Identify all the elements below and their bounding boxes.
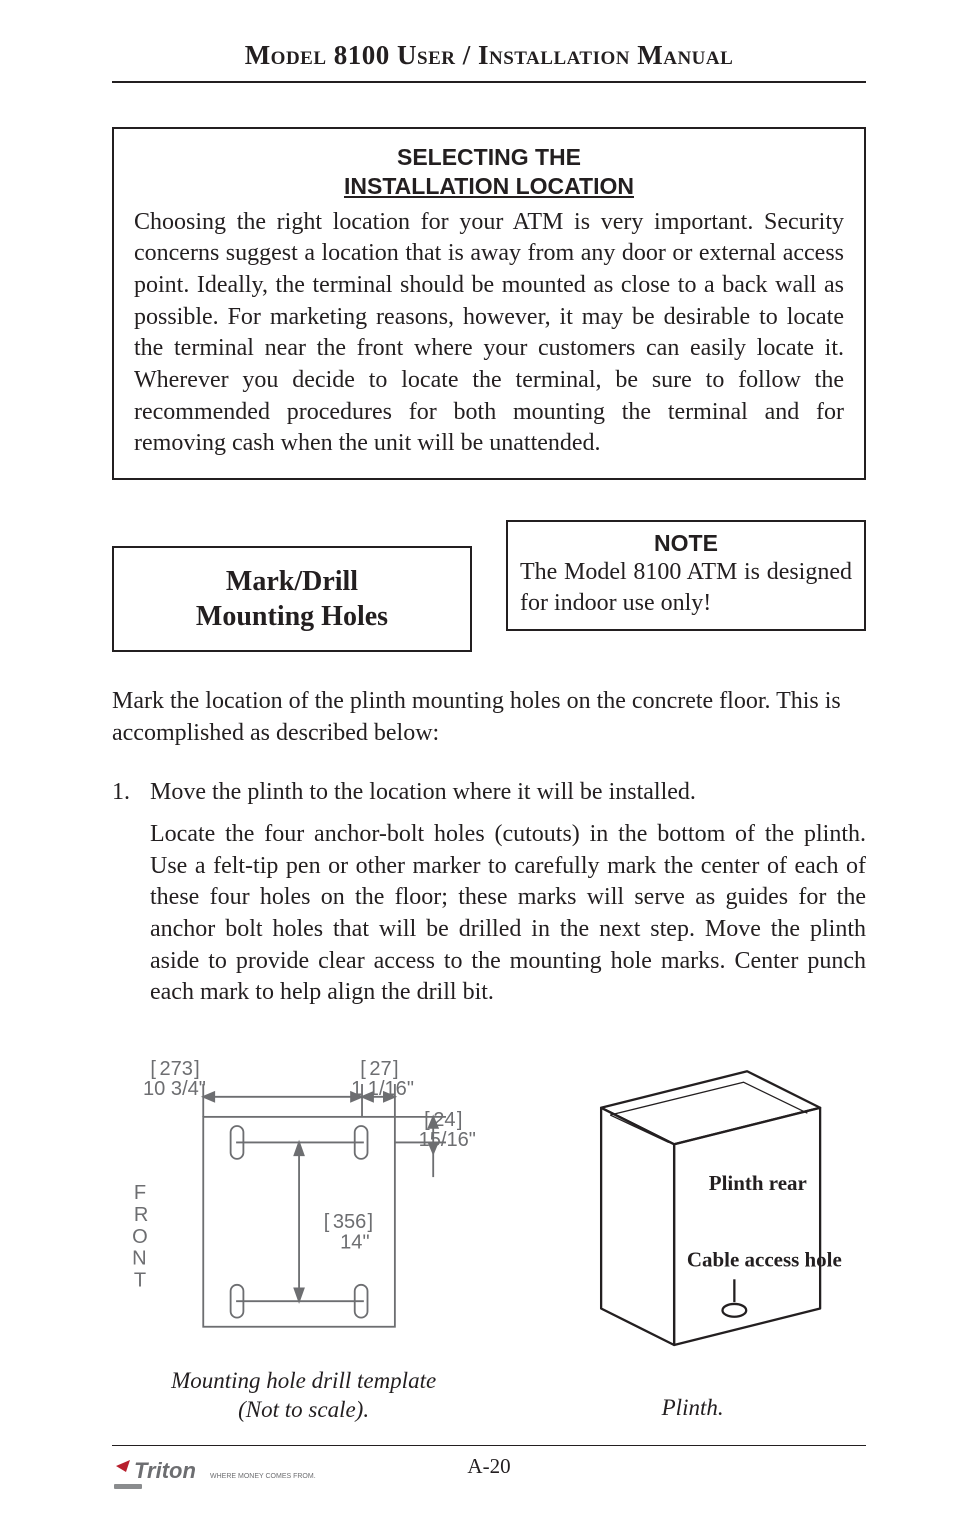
intro-paragraph: Mark the location of the plinth mounting… [112, 686, 866, 749]
list-number: 1. [112, 777, 150, 809]
svg-text:]: ] [368, 1211, 374, 1233]
plinth-svg: Plinth rear Cable access hole [519, 1053, 866, 1382]
svg-text:14": 14" [340, 1231, 369, 1253]
running-head: Model 8100 User / Installation Manual [112, 40, 866, 83]
svg-text:356: 356 [333, 1211, 366, 1233]
svg-text:273: 273 [159, 1058, 192, 1080]
template-caption: Mounting hole drill template (Not to sca… [112, 1367, 495, 1425]
svg-text:[: [ [150, 1058, 156, 1080]
step-box-line2: Mounting Holes [196, 601, 388, 632]
two-column-boxes: Mark/Drill Mounting Holes NOTE The Model… [112, 520, 866, 652]
selection-title-line1: SELECTING THE [397, 144, 581, 170]
selection-title-line2: INSTALLATION LOCATION [344, 173, 634, 199]
svg-text:Triton: Triton [134, 1458, 196, 1483]
svg-text:[: [ [324, 1211, 330, 1233]
svg-text:]: ] [393, 1058, 399, 1080]
note-title: NOTE [520, 530, 852, 557]
numbered-list: 1. Move the plinth to the location where… [112, 777, 866, 1009]
footer: A-20 Triton WHERE MONEY COMES FROM. [112, 1445, 866, 1493]
figure-plinth: Plinth rear Cable access hole Plinth. [519, 1053, 866, 1425]
svg-text:]: ] [457, 1109, 463, 1131]
svg-text:T: T [134, 1270, 146, 1292]
svg-text:[: [ [424, 1109, 430, 1131]
plinth-caption: Plinth. [519, 1394, 866, 1423]
selection-box: SELECTING THE INSTALLATION LOCATION Choo… [112, 127, 866, 480]
selection-box-body: Choosing the right location for your ATM… [134, 207, 844, 460]
selection-box-title: SELECTING THE INSTALLATION LOCATION [134, 143, 844, 201]
svg-text:WHERE MONEY COMES FROM.: WHERE MONEY COMES FROM. [210, 1473, 316, 1480]
figure-template: [ 273 ] 10 3/4" [ 27 ] 1 1/16" [ 24 ] 15… [112, 1053, 495, 1425]
svg-text:Plinth rear: Plinth rear [709, 1171, 807, 1195]
svg-text:15/16": 15/16" [419, 1129, 476, 1151]
svg-text:1 1/16": 1 1/16" [351, 1078, 414, 1100]
svg-text:O: O [132, 1226, 148, 1248]
svg-text:N: N [132, 1248, 147, 1270]
svg-text:R: R [134, 1204, 149, 1226]
svg-text:24: 24 [433, 1109, 455, 1131]
template-caption-l2: (Not to scale). [238, 1397, 369, 1422]
template-caption-l1: Mounting hole drill template [171, 1368, 436, 1393]
svg-text:Cable access hole: Cable access hole [687, 1247, 842, 1271]
step-box: Mark/Drill Mounting Holes [112, 546, 472, 652]
note-box: NOTE The Model 8100 ATM is designed for … [506, 520, 866, 631]
triton-logo: Triton WHERE MONEY COMES FROM. [112, 1458, 352, 1497]
list-lead: Move the plinth to the location where it… [150, 777, 866, 809]
svg-text:F: F [134, 1182, 146, 1204]
list-detail: Locate the four anchor-bolt holes (cutou… [150, 819, 866, 1009]
svg-text:[: [ [360, 1058, 366, 1080]
svg-text:10 3/4": 10 3/4" [143, 1078, 206, 1100]
note-body: The Model 8100 ATM is designed for indoo… [520, 557, 852, 619]
template-svg: [ 273 ] 10 3/4" [ 27 ] 1 1/16" [ 24 ] 15… [112, 1053, 495, 1354]
list-item-1: 1. Move the plinth to the location where… [112, 777, 866, 809]
figure-row: [ 273 ] 10 3/4" [ 27 ] 1 1/16" [ 24 ] 15… [112, 1053, 866, 1425]
svg-text:27: 27 [369, 1058, 391, 1080]
step-box-line1: Mark/Drill [226, 566, 358, 597]
svg-text:]: ] [194, 1058, 200, 1080]
